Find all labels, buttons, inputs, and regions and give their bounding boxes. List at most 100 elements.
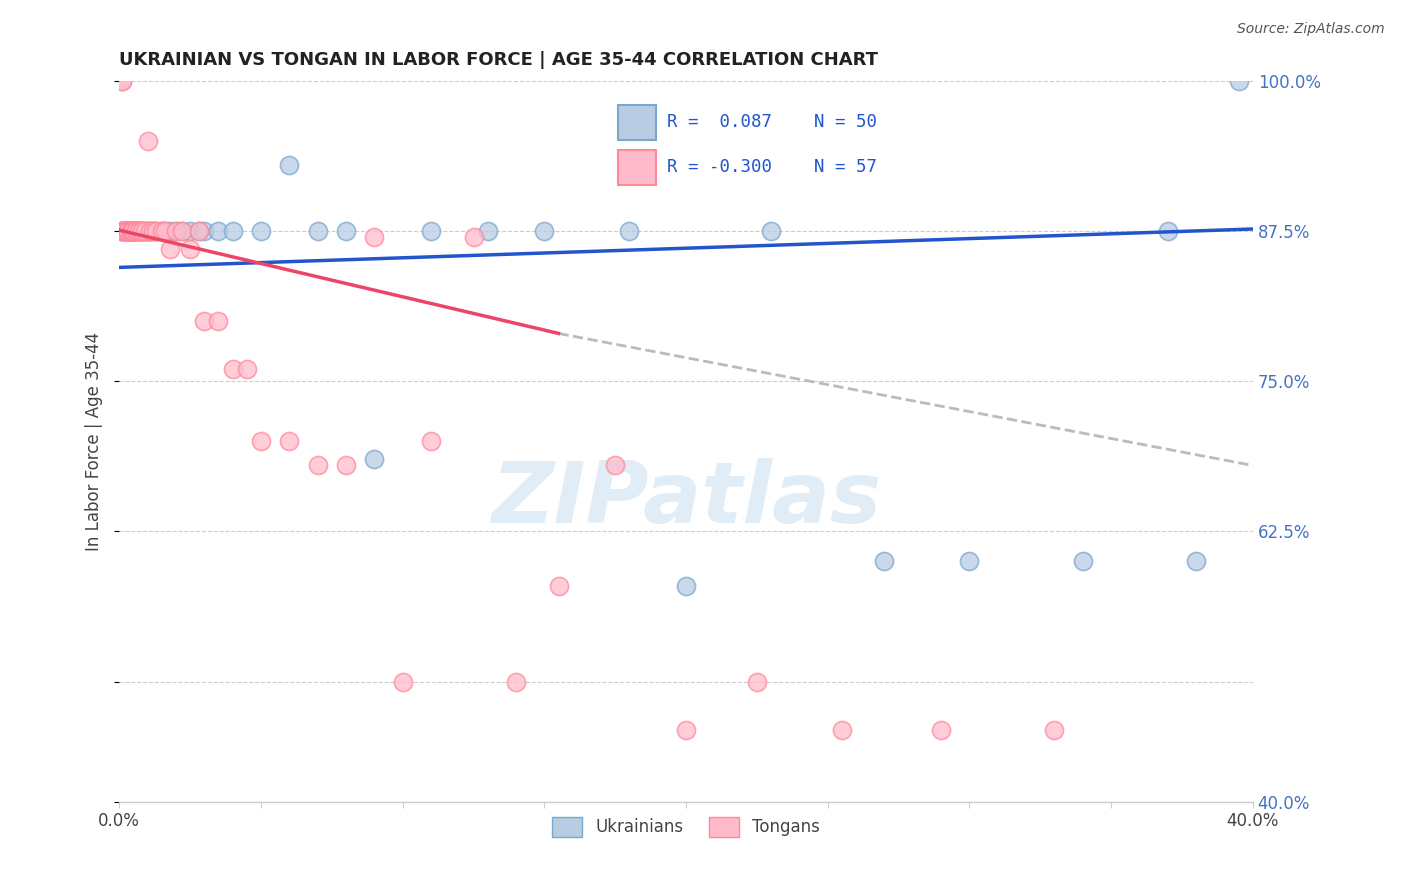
Text: UKRAINIAN VS TONGAN IN LABOR FORCE | AGE 35-44 CORRELATION CHART: UKRAINIAN VS TONGAN IN LABOR FORCE | AGE… xyxy=(120,51,879,69)
Point xyxy=(170,224,193,238)
Point xyxy=(1185,554,1208,568)
Point xyxy=(159,243,181,257)
Point xyxy=(120,224,142,238)
Point xyxy=(1157,224,1180,238)
Point xyxy=(1043,723,1066,737)
Text: ZIPatlas: ZIPatlas xyxy=(491,458,882,541)
Point xyxy=(142,224,165,238)
Point xyxy=(335,458,357,473)
Point xyxy=(307,224,329,238)
Point xyxy=(136,224,159,238)
Point xyxy=(675,723,697,737)
Point xyxy=(122,224,145,238)
Point xyxy=(153,224,176,238)
Point xyxy=(117,224,139,238)
Point xyxy=(131,224,153,238)
Point xyxy=(153,224,176,238)
Point xyxy=(128,224,150,238)
Point xyxy=(420,224,443,238)
Point xyxy=(125,224,148,238)
Point xyxy=(120,224,142,238)
Point xyxy=(236,362,259,376)
Point xyxy=(193,224,215,238)
Point xyxy=(165,224,187,238)
Point xyxy=(125,224,148,238)
Point xyxy=(111,74,134,88)
Point xyxy=(120,224,142,238)
Point xyxy=(335,224,357,238)
Point xyxy=(128,224,150,238)
Point xyxy=(117,224,139,238)
Point xyxy=(128,224,150,238)
Point xyxy=(221,224,243,238)
Point xyxy=(125,224,148,238)
Point xyxy=(122,224,145,238)
Point xyxy=(420,434,443,449)
Point xyxy=(122,224,145,238)
Point xyxy=(145,224,167,238)
Point xyxy=(131,224,153,238)
Point xyxy=(114,224,136,238)
Point xyxy=(187,224,209,238)
Point xyxy=(111,224,134,238)
Point xyxy=(128,224,150,238)
Point xyxy=(873,554,896,568)
Point xyxy=(117,224,139,238)
Point xyxy=(114,224,136,238)
Legend: Ukrainians, Tongans: Ukrainians, Tongans xyxy=(546,810,827,844)
Point xyxy=(117,224,139,238)
Point xyxy=(150,224,173,238)
Point xyxy=(122,224,145,238)
Point xyxy=(120,224,142,238)
Point xyxy=(207,314,229,328)
Point xyxy=(307,458,329,473)
Point xyxy=(114,224,136,238)
Point xyxy=(150,224,173,238)
Point xyxy=(929,723,952,737)
Point xyxy=(159,224,181,238)
Point xyxy=(125,224,148,238)
Point xyxy=(131,224,153,238)
Point xyxy=(278,434,301,449)
Point xyxy=(675,578,697,592)
Point xyxy=(117,224,139,238)
Point xyxy=(125,224,148,238)
Point xyxy=(114,224,136,238)
Point xyxy=(759,224,782,238)
Point xyxy=(959,554,981,568)
Point xyxy=(165,224,187,238)
Point xyxy=(193,314,215,328)
Point xyxy=(122,224,145,238)
Point xyxy=(136,224,159,238)
Text: Source: ZipAtlas.com: Source: ZipAtlas.com xyxy=(1237,22,1385,37)
Point xyxy=(391,674,413,689)
Point xyxy=(111,224,134,238)
Point xyxy=(250,434,273,449)
Point xyxy=(477,224,499,238)
Point xyxy=(122,224,145,238)
Point xyxy=(139,224,162,238)
Point xyxy=(139,224,162,238)
Point xyxy=(111,224,134,238)
Point xyxy=(120,224,142,238)
Point xyxy=(114,224,136,238)
Point xyxy=(131,224,153,238)
Point xyxy=(111,74,134,88)
Point xyxy=(363,452,385,467)
Point xyxy=(207,224,229,238)
Point xyxy=(250,224,273,238)
Point xyxy=(278,158,301,172)
Point xyxy=(1227,74,1250,88)
Point xyxy=(533,224,555,238)
Point xyxy=(363,230,385,244)
Point xyxy=(179,224,201,238)
Point xyxy=(831,723,853,737)
Point xyxy=(117,224,139,238)
Y-axis label: In Labor Force | Age 35-44: In Labor Force | Age 35-44 xyxy=(86,332,103,551)
Point xyxy=(111,224,134,238)
Point xyxy=(170,224,193,238)
Point xyxy=(505,674,527,689)
Point xyxy=(605,458,627,473)
Point xyxy=(619,224,641,238)
Point xyxy=(142,224,165,238)
